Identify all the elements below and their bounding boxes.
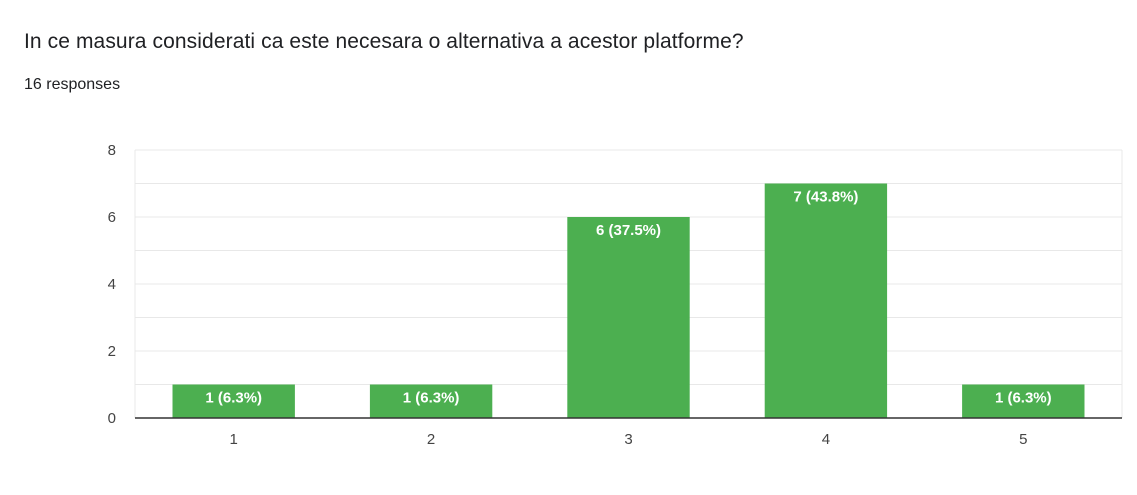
bar (567, 217, 690, 418)
bar-data-label: 6 (37.5%) (596, 222, 661, 239)
y-tick-label: 4 (108, 276, 116, 293)
x-tick-label: 1 (230, 431, 238, 448)
y-tick-label: 6 (108, 209, 116, 226)
bar (369, 384, 493, 418)
x-tick-label: 4 (822, 431, 830, 448)
y-tick-label: 0 (108, 410, 116, 427)
labels: 0 2 4 6 8 1 (6.3%) 1 1 (6.3%) 2 6 (37.5%) 3 7 (43.8… (108, 142, 1052, 448)
y-tick-label: 8 (108, 142, 116, 159)
bar-data-label: 7 (43.8%) (793, 189, 858, 206)
bar-data-label: 1 (6.3%) (205, 390, 262, 407)
question-title: In ce masura considerati ca este necesar… (24, 30, 744, 53)
gridlines (134, 149, 1123, 418)
bar-data-label: 1 (6.3%) (995, 390, 1052, 407)
x-tick-label: 3 (624, 431, 632, 448)
bar-data-label: 1 (6.3%) (403, 390, 460, 407)
bar (172, 384, 295, 418)
bars (172, 183, 1085, 418)
x-tick-label: 2 (427, 431, 435, 448)
response-count: 16 responses (24, 76, 121, 93)
bar (764, 183, 888, 418)
y-tick-label: 2 (108, 343, 116, 360)
bar (962, 384, 1085, 418)
x-tick-label: 5 (1019, 431, 1027, 448)
